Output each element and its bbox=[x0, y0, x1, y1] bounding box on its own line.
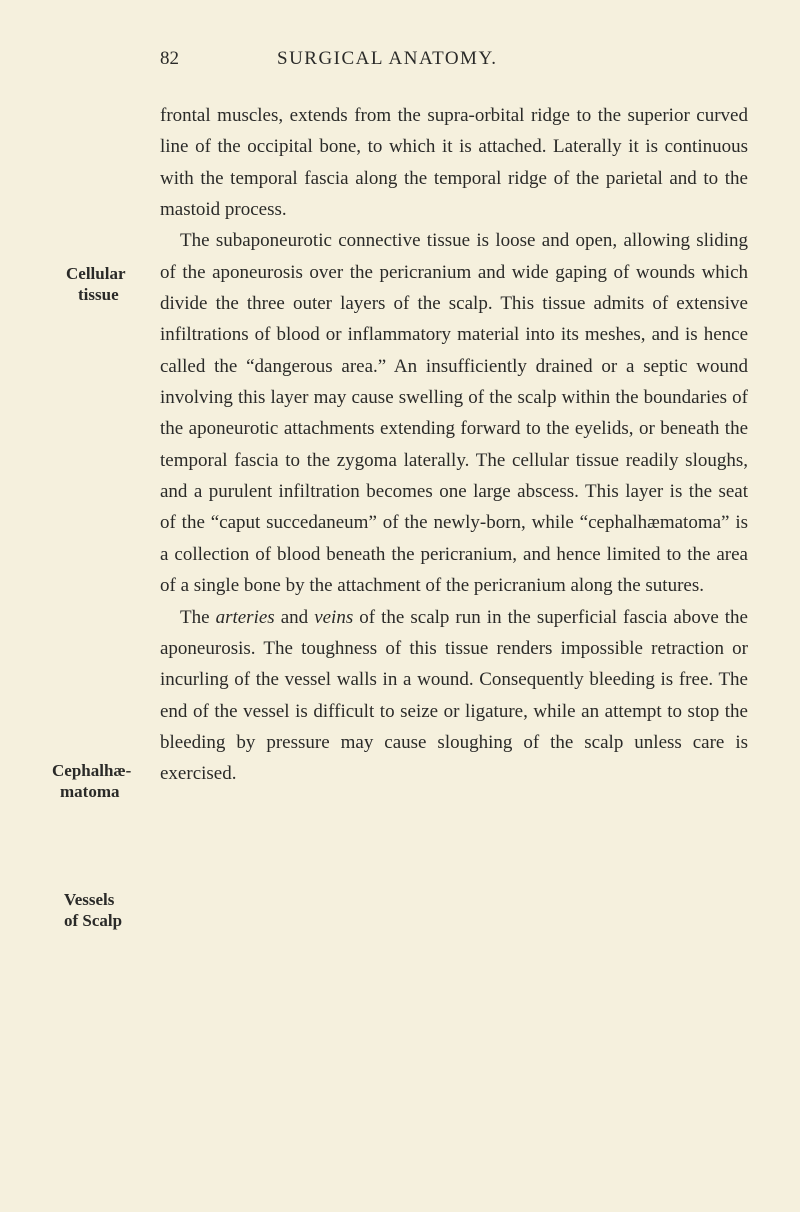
margin-column: Cellular tissue Cephalhæ- matoma Vessels… bbox=[52, 100, 160, 790]
text-run: and bbox=[275, 607, 315, 628]
body-paragraph: frontal muscles, extends from the supra-… bbox=[160, 100, 748, 225]
italic-term: veins bbox=[314, 607, 353, 628]
page-number: 82 bbox=[160, 48, 179, 70]
page-title: SURGICAL ANATOMY. bbox=[277, 48, 497, 70]
page-header: 82 SURGICAL ANATOMY. bbox=[52, 48, 748, 70]
body-paragraph: The subaponeurotic connective tissue is … bbox=[160, 225, 748, 601]
italic-term: arteries bbox=[216, 607, 275, 628]
margin-note-line: Cephalhæ- bbox=[52, 761, 131, 780]
margin-note-line: Cellular bbox=[66, 264, 126, 283]
text-run: of the scalp run in the superficial fasc… bbox=[160, 607, 748, 785]
margin-note-line: matoma bbox=[52, 782, 119, 801]
margin-note-cephalhae-matoma: Cephalhæ- matoma bbox=[52, 760, 131, 803]
margin-note-line: of Scalp bbox=[64, 911, 122, 930]
body-paragraph: The arteries and veins of the scalp run … bbox=[160, 602, 748, 790]
margin-note-line: Vessels bbox=[64, 890, 114, 909]
margin-note-line: tissue bbox=[66, 285, 119, 304]
margin-note-cellular-tissue: Cellular tissue bbox=[66, 263, 126, 306]
body-column: frontal muscles, extends from the supra-… bbox=[160, 100, 748, 790]
content-area: Cellular tissue Cephalhæ- matoma Vessels… bbox=[52, 100, 748, 790]
margin-note-vessels-scalp: Vessels of Scalp bbox=[64, 889, 122, 932]
text-run: The bbox=[180, 607, 216, 628]
